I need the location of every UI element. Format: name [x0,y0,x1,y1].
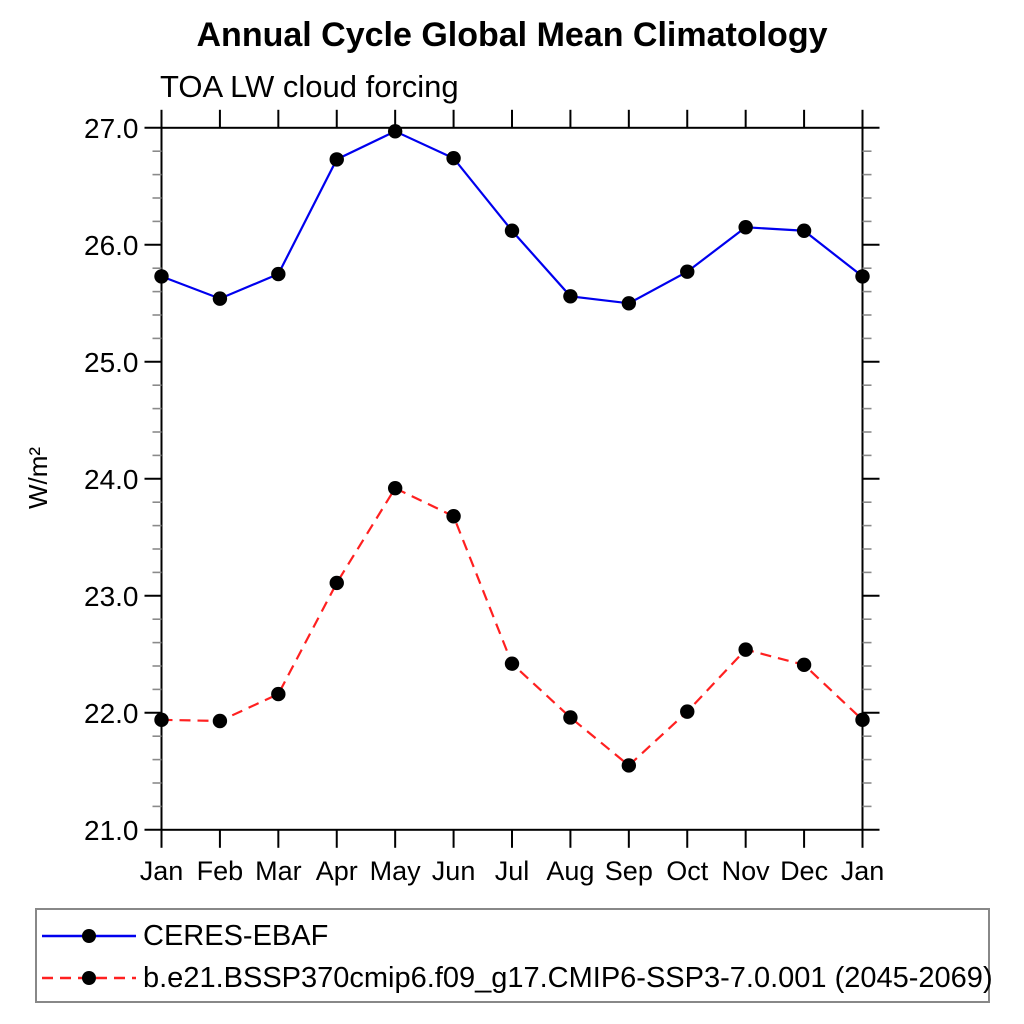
y-tick-label: 24.0 [84,464,139,495]
data-point-1 [621,758,637,773]
data-point-1 [154,712,169,728]
x-tick-label: Sep [605,856,653,886]
x-tick-label: Jul [495,856,530,886]
legend-label-model: b.e21.BSSP370cmip6.f09_g17.CMIP6-SSP3-7.… [143,961,993,994]
series-line-1 [161,486,864,767]
legend-label-ceres: CERES-EBAF [143,919,329,952]
data-point-1 [329,575,344,591]
legend-sample-marker-1 [82,971,96,985]
data-point-0 [212,291,228,306]
y-tick-label: 21.0 [84,815,139,846]
y-tick-label: 26.0 [84,230,139,261]
y-tick-label: 25.0 [84,347,139,378]
x-tick-label: Jun [432,856,476,886]
x-tick-label: Jan [140,856,184,886]
data-point-0 [387,124,403,139]
data-point-0 [154,269,169,284]
y-tick-label: 22.0 [84,698,139,729]
data-point-1 [563,710,578,725]
data-point-0 [563,289,578,304]
data-point-0 [329,152,344,167]
x-tick-label: Mar [255,856,302,886]
data-point-1 [738,642,753,657]
data-point-0 [738,220,753,235]
chart-title: Annual Cycle Global Mean Climatology [196,16,828,54]
data-point-1 [446,509,461,524]
legend-entry-ceres: CERES-EBAF [40,915,328,957]
x-tick-label: Apr [316,856,358,886]
legend-entry-model: b.e21.BSSP370cmip6.f09_g17.CMIP6-SSP3-7.… [40,957,993,999]
y-tick-label: 23.0 [84,581,139,612]
x-tick-label: Aug [546,856,594,886]
data-point-0 [680,264,695,279]
data-point-1 [680,704,695,719]
data-point-1 [387,480,403,496]
x-tick-label: Dec [780,856,828,886]
legend-sample-marker-0 [82,929,96,943]
x-tick-label: Jan [841,856,885,886]
data-point-1 [796,657,812,673]
x-tick-label: Feb [197,856,244,886]
x-tick-label: Nov [722,856,771,886]
data-point-1 [271,686,286,702]
data-point-0 [796,223,812,238]
data-point-1 [504,656,520,671]
x-tick-label: Oct [666,856,709,886]
chart-subtitle: TOA LW cloud forcing [160,69,459,104]
legend: CERES-EBAF b.e21.BSSP370cmip6.f09_g17.CM… [35,908,993,1003]
y-tick-label: 27.0 [84,113,139,144]
data-point-0 [621,296,637,311]
legend-line-sample-ceres [42,929,136,943]
data-point-1 [855,712,870,728]
data-point-0 [271,266,286,282]
data-point-0 [855,269,870,284]
data-point-1 [212,713,228,729]
legend-line-sample-model [42,971,136,985]
data-point-0 [504,223,520,238]
series-line-0 [161,130,864,305]
x-tick-label: May [370,856,422,886]
data-point-0 [446,151,461,166]
